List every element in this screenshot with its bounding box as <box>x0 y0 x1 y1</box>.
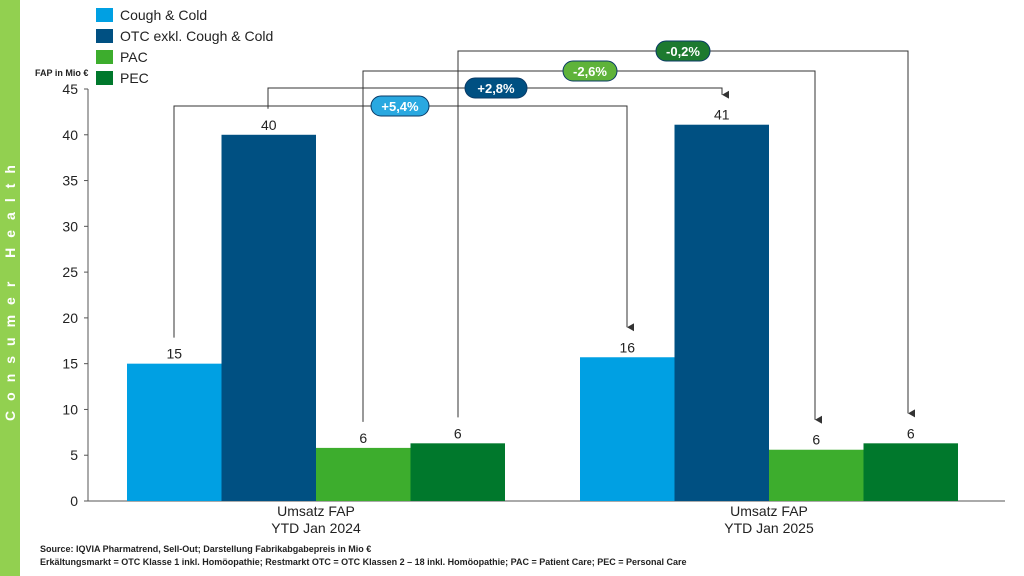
legend-swatch <box>96 71 113 85</box>
growth-pill <box>370 95 430 117</box>
growth-pill <box>464 77 528 99</box>
y-tick-label: 15 <box>62 356 78 372</box>
legend-label: OTC exkl. Cough & Cold <box>120 28 273 44</box>
legend-swatch <box>96 8 113 22</box>
category-label: YTD Jan 2024 <box>271 520 361 536</box>
category-label: Umsatz FAP <box>277 503 355 519</box>
growth-label: -2,6% <box>573 64 607 79</box>
data-label: 6 <box>359 430 367 446</box>
y-tick-label: 5 <box>70 447 78 463</box>
data-label: 6 <box>812 432 820 448</box>
data-label: 16 <box>619 339 635 355</box>
y-tick-label: 35 <box>62 173 78 189</box>
data-label: 40 <box>261 117 277 133</box>
legend-label: PAC <box>120 49 148 65</box>
y-tick-label: 25 <box>62 264 78 280</box>
y-tick-label: 0 <box>70 493 78 509</box>
side-band <box>0 0 20 576</box>
category-label: Umsatz FAP <box>730 503 808 519</box>
bar-4-group-2 <box>863 443 958 501</box>
data-label: 41 <box>714 107 730 123</box>
growth-label: +5,4% <box>381 99 419 114</box>
category-label: YTD Jan 2025 <box>724 520 814 536</box>
data-label: 6 <box>907 425 915 441</box>
growth-pill <box>655 40 711 62</box>
bar-1-group-2 <box>580 357 675 501</box>
growth-label: +2,8% <box>477 81 515 96</box>
y-tick-label: 10 <box>62 401 78 417</box>
legend-label: PEC <box>120 70 149 86</box>
footer: Source: IQVIA Pharmatrend, Sell-Out; Dar… <box>40 543 687 569</box>
bar-3-group-2 <box>769 449 864 501</box>
data-label: 15 <box>166 346 182 362</box>
y-tick-label: 40 <box>62 127 78 143</box>
legend-label: Cough & Cold <box>120 7 207 23</box>
footer-note: Erkältungsmarkt = OTC Klasse 1 inkl. Hom… <box>40 557 687 567</box>
legend-swatch <box>96 50 113 64</box>
y-tick-label: 45 <box>62 81 78 97</box>
bar-3-group-1 <box>316 447 411 501</box>
bar-1-group-1 <box>127 363 222 501</box>
y-tick-label: 30 <box>62 218 78 234</box>
y-tick-label: 20 <box>62 310 78 326</box>
data-label: 6 <box>454 425 462 441</box>
bar-2-group-1 <box>221 134 316 501</box>
bar-4-group-1 <box>410 443 505 501</box>
y-axis-label: FAP in Mio € <box>35 68 88 78</box>
growth-pill <box>562 60 618 82</box>
legend-swatch <box>96 29 113 43</box>
bar-2-group-2 <box>674 124 769 501</box>
footer-source: Source: IQVIA Pharmatrend, Sell-Out; Dar… <box>40 544 372 554</box>
growth-label: -0,2% <box>666 44 700 59</box>
